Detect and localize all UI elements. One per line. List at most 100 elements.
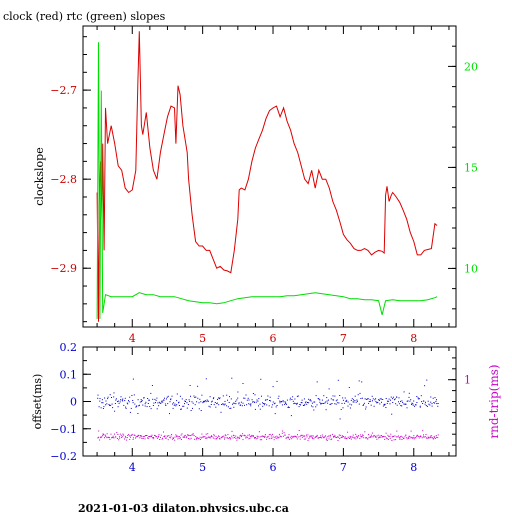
scatter-point xyxy=(401,400,403,402)
scatter-point xyxy=(330,398,332,400)
scatter-point xyxy=(137,413,139,414)
scatter-point xyxy=(335,400,337,402)
scatter-point xyxy=(227,406,229,408)
scatter-point xyxy=(123,434,125,436)
scatter-point xyxy=(308,398,310,400)
scatter-point xyxy=(137,399,139,401)
scatter-point xyxy=(339,434,341,436)
scatter-point xyxy=(284,403,286,405)
scatter-point xyxy=(342,399,344,401)
scatter-point xyxy=(352,436,354,438)
scatter-point xyxy=(164,403,166,405)
scatter-point xyxy=(211,436,213,438)
scatter-point xyxy=(411,403,412,405)
scatter-point xyxy=(264,435,266,437)
scatter-point xyxy=(299,404,301,405)
scatter-point xyxy=(437,403,439,404)
scatter-point xyxy=(130,407,132,409)
figure-title: clock (red) rtc (green) slopes xyxy=(3,10,166,23)
scatter-point xyxy=(132,437,134,439)
scatter-point xyxy=(326,439,328,441)
scatter-point xyxy=(148,436,150,438)
scatter-point xyxy=(157,402,159,404)
scatter-point xyxy=(102,433,104,435)
scatter-point xyxy=(331,438,333,440)
scatter-point xyxy=(326,400,328,402)
scatter-point xyxy=(115,399,117,401)
scatter-point xyxy=(238,402,240,404)
scatter-point xyxy=(257,400,259,402)
scatter-point xyxy=(193,395,195,397)
scatter-point xyxy=(293,436,295,438)
scatter-point xyxy=(274,436,276,438)
scatter-point xyxy=(269,396,271,398)
scatter-point xyxy=(201,437,203,439)
scatter-point xyxy=(304,402,306,404)
scatter-point xyxy=(175,434,177,436)
scatter-point xyxy=(152,405,154,406)
scatter-point xyxy=(144,435,146,437)
scatter-point xyxy=(395,436,397,438)
scatter-point xyxy=(432,438,434,440)
scatter-point xyxy=(402,401,404,403)
y-tick-label: −0.2 xyxy=(50,450,77,463)
scatter-point xyxy=(394,435,396,437)
scatter-point xyxy=(236,399,238,401)
scatter-point xyxy=(240,404,242,406)
scatter-point xyxy=(171,395,173,397)
scatter-point xyxy=(204,400,206,402)
scatter-point xyxy=(181,433,183,435)
scatter-point xyxy=(354,400,356,401)
scatter-point xyxy=(388,435,390,437)
scatter-point xyxy=(272,401,274,403)
scatter-point xyxy=(318,437,320,439)
scatter-point xyxy=(324,402,326,404)
scatter-point xyxy=(250,405,252,407)
scatter-point xyxy=(295,403,297,404)
scatter-point xyxy=(365,406,367,408)
scatter-point xyxy=(399,438,401,440)
scatter-point xyxy=(368,401,370,402)
scatter-point xyxy=(148,399,150,401)
scatter-point xyxy=(349,407,351,409)
scatter-point xyxy=(285,402,287,404)
scatter-point xyxy=(134,434,136,436)
scatter-point xyxy=(306,434,307,436)
scatter-point xyxy=(391,436,393,438)
x-tick-label: 4 xyxy=(129,461,136,474)
scatter-point xyxy=(181,398,183,400)
scatter-point xyxy=(267,395,269,397)
scatter-point xyxy=(147,437,149,439)
scatter-point xyxy=(254,438,256,439)
scatter-point xyxy=(231,430,233,432)
scatter-point xyxy=(132,400,134,401)
scatter-point xyxy=(370,404,372,406)
scatter-series-1 xyxy=(97,430,439,441)
scatter-point xyxy=(173,402,175,404)
scatter-point xyxy=(300,404,301,406)
scatter-point xyxy=(218,397,220,399)
scatter-point xyxy=(265,399,267,401)
scatter-point xyxy=(391,413,393,415)
scatter-point xyxy=(112,436,114,438)
scatter-point xyxy=(402,436,404,438)
scatter-point xyxy=(106,433,108,435)
scatter-point xyxy=(365,398,367,400)
scatter-point xyxy=(432,437,434,439)
scatter-point xyxy=(362,435,364,436)
scatter-point xyxy=(118,400,120,402)
scatter-point xyxy=(276,380,278,382)
scatter-point xyxy=(410,437,412,439)
scatter-point xyxy=(163,399,165,401)
scatter-point xyxy=(126,437,128,439)
scatter-point xyxy=(376,438,378,440)
scatter-point xyxy=(162,401,164,403)
scatter-point xyxy=(372,400,373,402)
scatter-point xyxy=(382,405,384,407)
scatter-point xyxy=(309,436,311,438)
scatter-point xyxy=(412,403,414,405)
scatter-point xyxy=(344,436,346,438)
scatter-point xyxy=(347,436,349,438)
scatter-point xyxy=(305,438,307,440)
scatter-point xyxy=(195,396,197,398)
